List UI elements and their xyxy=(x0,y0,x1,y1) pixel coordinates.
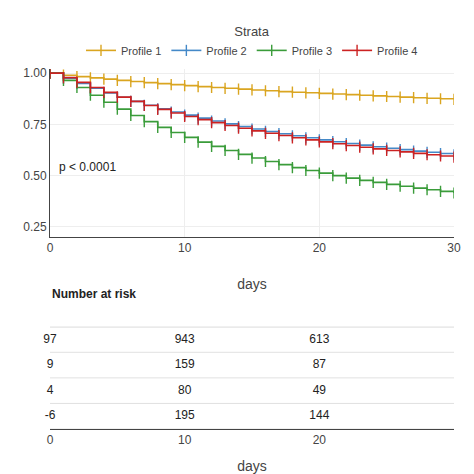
svg-text:87: 87 xyxy=(313,357,327,371)
svg-text:144: 144 xyxy=(309,408,329,422)
svg-text:943: 943 xyxy=(175,332,195,346)
svg-text:p < 0.0001: p < 0.0001 xyxy=(59,160,116,174)
svg-text:1.00: 1.00 xyxy=(23,66,47,80)
svg-text:Strata: Strata xyxy=(234,24,269,39)
svg-text:4: 4 xyxy=(47,383,54,397)
svg-text:Profile 1: Profile 1 xyxy=(121,45,161,57)
svg-text:20: 20 xyxy=(313,433,327,447)
svg-text:Profile 4: Profile 4 xyxy=(377,45,417,57)
svg-text:9: 9 xyxy=(47,357,54,371)
svg-text:0: 0 xyxy=(47,433,54,447)
svg-text:159: 159 xyxy=(175,357,195,371)
svg-text:-6: -6 xyxy=(45,408,56,422)
svg-text:0.25: 0.25 xyxy=(23,220,47,234)
svg-text:30: 30 xyxy=(447,241,461,255)
svg-text:10: 10 xyxy=(178,241,192,255)
svg-text:613: 613 xyxy=(309,332,329,346)
svg-text:0.75: 0.75 xyxy=(23,118,47,132)
svg-text:20: 20 xyxy=(313,241,327,255)
svg-text:0: 0 xyxy=(47,241,54,255)
svg-text:49: 49 xyxy=(313,383,327,397)
svg-text:days: days xyxy=(237,276,267,292)
svg-text:195: 195 xyxy=(175,408,195,422)
svg-text:10: 10 xyxy=(178,433,192,447)
svg-text:0.50: 0.50 xyxy=(23,169,47,183)
svg-text:Profile 2: Profile 2 xyxy=(206,45,246,57)
svg-text:97: 97 xyxy=(43,332,57,346)
svg-text:80: 80 xyxy=(178,383,192,397)
svg-text:Number at risk: Number at risk xyxy=(52,287,136,301)
svg-text:Profile 3: Profile 3 xyxy=(292,45,332,57)
svg-text:days: days xyxy=(237,458,267,474)
